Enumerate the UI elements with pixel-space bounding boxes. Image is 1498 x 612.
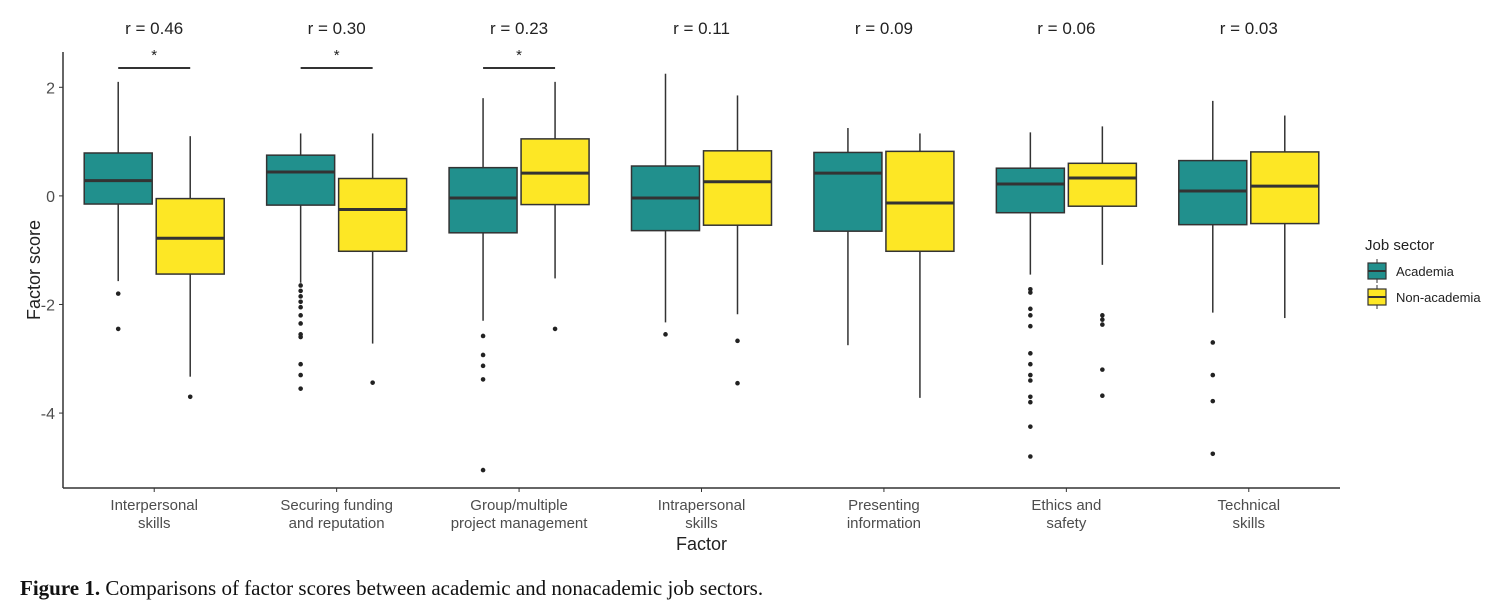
r-annotation: r = 0.23 — [490, 19, 548, 38]
box-academia — [448, 166, 518, 234]
outlier-point — [298, 288, 303, 294]
outlier-point — [1028, 454, 1033, 459]
significance-star: * — [334, 47, 340, 64]
box-academia — [995, 167, 1066, 214]
x-tick-label: Securing funding — [280, 497, 393, 514]
caption-text: Comparisons of factor scores between aca… — [100, 576, 764, 600]
outlier-point — [298, 304, 303, 310]
y-tick-label: 0 — [46, 189, 55, 206]
outlier-point — [1100, 367, 1105, 372]
outlier-point — [298, 372, 303, 378]
outlier-point — [1028, 286, 1033, 292]
outlier-point — [1028, 399, 1033, 405]
outlier-point — [1028, 424, 1033, 429]
x-tick-label: Presenting — [848, 497, 920, 514]
x-tick-label: skills — [685, 515, 718, 532]
x-tick-label: Group/multiple — [470, 497, 568, 514]
x-tick-label: Technical — [1218, 497, 1281, 514]
x-tick-label: skills — [138, 515, 171, 532]
outlier-point — [1028, 306, 1033, 312]
outlier-point — [187, 394, 193, 400]
y-tick-label: -2 — [41, 297, 55, 314]
box-academia — [813, 151, 883, 232]
x-tick-label: Intrapersonal — [658, 497, 746, 514]
outlier-point — [1028, 323, 1033, 329]
outlier-point — [1028, 290, 1033, 295]
x-tick-label: information — [847, 515, 921, 532]
r-annotation: r = 0.03 — [1220, 19, 1278, 38]
outlier-point — [1100, 317, 1105, 322]
outlier-point — [1028, 313, 1033, 318]
r-annotation: r = 0.06 — [1037, 19, 1095, 38]
outlier-point — [480, 363, 486, 369]
outlier-point — [298, 313, 303, 318]
outlier-point — [298, 386, 303, 391]
outlier-point — [1100, 322, 1105, 327]
figure-caption: Figure 1. Comparisons of factor scores b… — [20, 576, 763, 601]
outlier-point — [115, 291, 121, 296]
outlier-point — [298, 334, 303, 340]
box-academia — [83, 152, 153, 205]
x-tick-label: Interpersonal — [110, 497, 198, 514]
y-tick-label: 2 — [46, 80, 55, 97]
outlier-point — [1028, 361, 1033, 367]
box-academia — [1178, 159, 1248, 226]
box-non-academia — [885, 150, 955, 253]
box-non-academia — [1067, 162, 1138, 207]
box-non-academia — [155, 197, 225, 275]
significance-star: * — [516, 47, 522, 64]
outlier-point — [298, 321, 303, 326]
outlier-point — [480, 377, 486, 382]
r-annotation: r = 0.46 — [125, 19, 183, 38]
x-tick-label: safety — [1046, 515, 1087, 532]
outlier-point — [1028, 372, 1033, 378]
significance-star: * — [151, 47, 157, 64]
y-tick-label: -4 — [41, 406, 55, 423]
outlier-point — [370, 380, 375, 385]
legend-label: Non-academia — [1396, 290, 1481, 305]
box-non-academia — [337, 177, 408, 253]
outlier-point — [1210, 398, 1216, 404]
box-non-academia — [1250, 151, 1320, 225]
x-tick-label: and reputation — [289, 515, 385, 532]
outlier-point — [663, 332, 668, 337]
outlier-point — [1028, 351, 1033, 356]
outlier-point — [1100, 393, 1105, 398]
caption-label: Figure 1. — [20, 576, 101, 600]
r-annotation: r = 0.11 — [673, 19, 730, 38]
r-annotation: r = 0.09 — [855, 19, 913, 38]
x-axis-title: Factor — [676, 534, 727, 554]
x-tick-label: Ethics and — [1031, 497, 1101, 514]
outlier-point — [1210, 340, 1216, 345]
outlier-point — [298, 283, 303, 288]
box-non-academia — [702, 150, 773, 226]
outlier-point — [1210, 451, 1216, 457]
x-tick-label: skills — [1233, 515, 1266, 532]
x-tick-label: project management — [451, 515, 589, 532]
outlier-point — [298, 299, 303, 305]
outlier-point — [480, 467, 486, 473]
outlier-point — [1028, 394, 1033, 400]
y-axis-title: Factor score — [24, 220, 44, 320]
outlier-point — [298, 361, 303, 367]
outlier-point — [552, 326, 558, 332]
outlier-point — [115, 326, 121, 332]
outlier-point — [735, 338, 740, 344]
outlier-point — [1210, 372, 1216, 378]
outlier-point — [298, 294, 303, 299]
outlier-point — [1028, 378, 1033, 383]
box-academia — [265, 154, 336, 206]
r-annotation: r = 0.30 — [308, 19, 366, 38]
legend-title: Job sector — [1365, 237, 1434, 254]
outlier-point — [735, 380, 740, 386]
outlier-point — [480, 333, 486, 339]
legend-label: Academia — [1396, 264, 1455, 279]
outlier-point — [1100, 313, 1105, 318]
outlier-point — [480, 352, 486, 358]
